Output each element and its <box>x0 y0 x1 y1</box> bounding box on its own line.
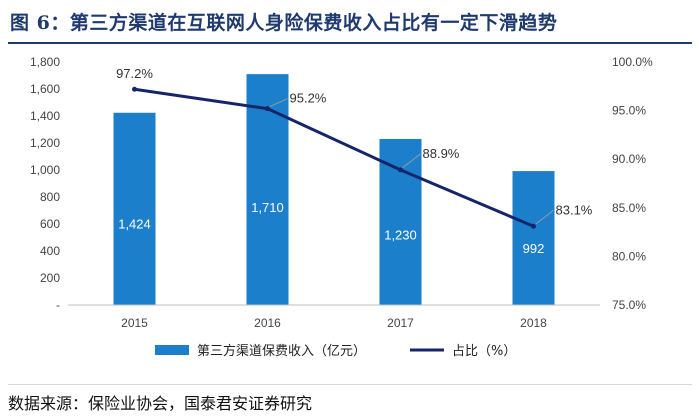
title-divider <box>8 42 692 44</box>
chart: - 200 400 600 800 1,000 1,200 1,400 1,600 1,800 7… <box>30 55 653 359</box>
x-tick-label-2016: 2016 <box>254 316 281 330</box>
bar-series <box>113 74 555 306</box>
right-tick-label: 95.0% <box>612 104 646 118</box>
right-tick-label: 75.0% <box>612 298 646 312</box>
bar-data-labels: 1,424 1,710 1,230 992 <box>118 200 544 256</box>
bar-2018 <box>512 171 555 305</box>
line-label-leader <box>535 209 554 225</box>
left-tick-label: 1,400 <box>30 109 60 123</box>
line-label-2016: 95.2% <box>290 91 327 106</box>
share-line <box>134 87 535 228</box>
line-label-2018: 83.1% <box>556 202 593 217</box>
chart-title: 图 6：第三方渠道在互联网人身险保费收入占比有一定下滑趋势 <box>10 12 558 34</box>
left-tick-label: 800 <box>40 190 60 204</box>
line-point-2015 <box>132 86 137 92</box>
bar-label-2015: 1,424 <box>118 216 151 231</box>
x-tick-label-2018: 2018 <box>520 316 547 330</box>
line-label-leader <box>269 98 288 108</box>
left-tick-label: 600 <box>40 217 60 231</box>
x-tick-label-2015: 2015 <box>121 316 148 330</box>
left-tick-label: 400 <box>40 244 60 258</box>
legend-bar-swatch <box>155 345 189 355</box>
line-data-labels: 97.2% 95.2% 88.9% 83.1% <box>116 66 593 225</box>
line-label-leader <box>402 153 421 169</box>
line-series <box>132 86 536 229</box>
source-divider <box>8 384 692 385</box>
right-tick-label: 85.0% <box>612 201 646 215</box>
legend-line-label: 占比（%） <box>452 344 516 359</box>
left-tick-label: 1,600 <box>30 82 60 96</box>
left-tick-label: - <box>56 298 60 312</box>
legend-bar-label: 第三方渠道保费收入（亿元） <box>197 343 366 359</box>
legend: 第三方渠道保费收入（亿元） 占比（%） <box>155 343 516 359</box>
x-axis: 2015 2016 2017 2018 <box>121 316 547 330</box>
left-tick-label: 1,800 <box>30 55 60 69</box>
line-label-2015: 97.2% <box>116 66 153 81</box>
left-axis: - 200 400 600 800 1,000 1,200 1,400 1,600 1,800 <box>30 55 60 312</box>
bar-2015 <box>113 112 156 305</box>
left-tick-label: 200 <box>40 271 60 285</box>
right-axis: 75.0% 80.0% 85.0% 90.0% 95.0% 100.0% <box>612 55 653 312</box>
left-tick-label: 1,000 <box>30 163 60 177</box>
right-tick-label: 90.0% <box>612 152 646 166</box>
bar-2016 <box>246 74 289 306</box>
bar-label-2017: 1,230 <box>384 227 417 242</box>
line-point-2016 <box>265 106 270 112</box>
line-point-2017 <box>398 167 403 173</box>
left-tick-label: 1,200 <box>30 136 60 150</box>
source-note: 数据来源：保险业协会，国泰君安证券研究 <box>8 394 313 413</box>
right-tick-label: 80.0% <box>612 249 646 263</box>
right-tick-label: 100.0% <box>612 55 653 69</box>
bar-label-2016: 1,710 <box>251 200 284 215</box>
bar-2017 <box>379 138 422 305</box>
x-tick-label-2017: 2017 <box>387 316 414 330</box>
line-point-2018 <box>531 223 536 229</box>
bar-label-2018: 992 <box>523 241 545 256</box>
line-label-2017: 88.9% <box>423 146 460 161</box>
